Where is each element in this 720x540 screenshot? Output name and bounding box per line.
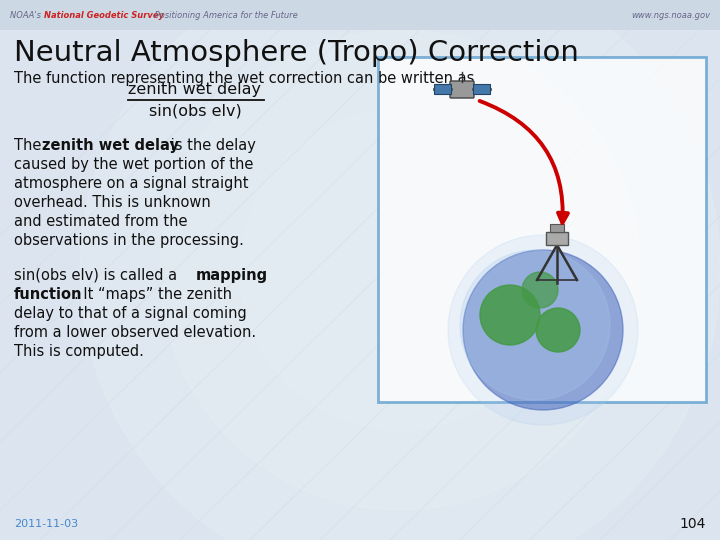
Bar [546, 232, 568, 245]
Text: sin(obs elv) is called a: sin(obs elv) is called a [14, 268, 181, 283]
Circle shape [463, 250, 623, 410]
Text: 2011-11-03: 2011-11-03 [14, 519, 78, 529]
Bar [473, 84, 490, 94]
Text: The function representing the wet correction can be written as: The function representing the wet correc… [14, 71, 474, 86]
Text: is the delay: is the delay [166, 138, 256, 153]
FancyBboxPatch shape [450, 81, 474, 98]
Text: Neutral Atmosphere (Tropo) Correction: Neutral Atmosphere (Tropo) Correction [14, 39, 579, 67]
Circle shape [160, 30, 640, 510]
Circle shape [536, 308, 580, 352]
Text: The: The [14, 138, 46, 153]
Text: This is computed.: This is computed. [14, 344, 144, 359]
Circle shape [80, 0, 720, 540]
Bar [378, 57, 706, 402]
Text: Positioning America for the Future: Positioning America for the Future [152, 10, 298, 19]
Text: zenith wet delay: zenith wet delay [42, 138, 179, 153]
Text: and estimated from the: and estimated from the [14, 214, 187, 229]
Bar [550, 224, 564, 232]
Text: observations in the processing.: observations in the processing. [14, 233, 244, 248]
Circle shape [522, 272, 558, 308]
Text: from a lower observed elevation.: from a lower observed elevation. [14, 325, 256, 340]
Text: atmosphere on a signal straight: atmosphere on a signal straight [14, 176, 248, 191]
Bar [434, 84, 451, 94]
Text: NOAA's: NOAA's [10, 10, 44, 19]
Text: www.ngs.noaa.gov: www.ngs.noaa.gov [631, 10, 710, 19]
Circle shape [460, 250, 610, 400]
Text: function: function [14, 287, 83, 302]
Text: zenith wet delay: zenith wet delay [128, 82, 261, 97]
Text: mapping: mapping [196, 268, 268, 283]
Text: caused by the wet portion of the: caused by the wet portion of the [14, 157, 253, 172]
Text: sin(obs elv): sin(obs elv) [148, 103, 241, 118]
Bar [0, 0, 720, 30]
Circle shape [448, 235, 638, 425]
Text: . It “maps” the zenith: . It “maps” the zenith [74, 287, 232, 302]
Circle shape [480, 285, 540, 345]
Text: overhead. This is unknown: overhead. This is unknown [14, 195, 211, 210]
Text: National Geodetic Survey: National Geodetic Survey [44, 10, 164, 19]
Circle shape [240, 110, 560, 430]
Text: 104: 104 [680, 517, 706, 531]
FancyArrowPatch shape [480, 101, 568, 223]
Text: delay to that of a signal coming: delay to that of a signal coming [14, 306, 247, 321]
